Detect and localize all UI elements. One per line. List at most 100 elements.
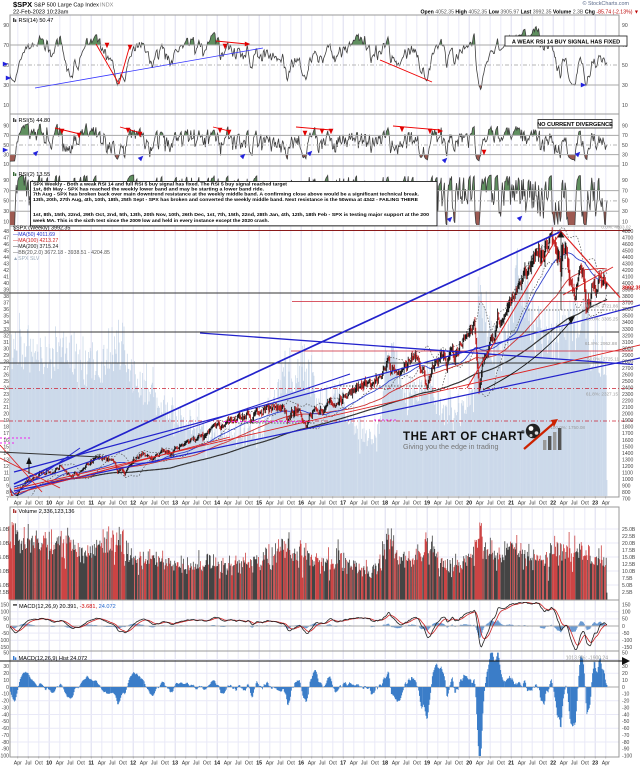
svg-text:22: 22 (550, 761, 556, 767)
svg-text:-20: -20 (622, 699, 630, 705)
svg-text:50.0%: 2725.11: 50.0%: 2725.11 (587, 357, 619, 362)
svg-text:23: 23 (3, 392, 9, 398)
svg-text:Jul: Jul (361, 761, 368, 767)
svg-text:18: 18 (382, 761, 388, 767)
svg-text:NO CURRENT DIVERGENCE: NO CURRENT DIVERGENCE (537, 122, 613, 128)
svg-text:Jul: Jul (25, 761, 32, 767)
svg-text:Apr: Apr (350, 761, 358, 767)
svg-text:Oct: Oct (35, 761, 44, 767)
svg-text:3400: 3400 (622, 320, 633, 326)
svg-text:1900: 1900 (622, 418, 633, 424)
svg-text:1st, 8th, 15th, 22nd, 29th Oct: 1st, 8th, 15th, 22nd, 29th Oct, 2nd, 5th… (33, 212, 430, 217)
svg-text:Jul: Jul (445, 501, 452, 507)
svg-text:34: 34 (3, 320, 9, 326)
svg-text:5.0B: 5.0B (0, 583, 10, 589)
svg-text:$SPX (Weekly) 3992.35: $SPX (Weekly) 3992.35 (13, 226, 70, 232)
svg-text:19: 19 (424, 761, 430, 767)
svg-text:Apr: Apr (140, 761, 148, 767)
svg-text:20: 20 (622, 671, 628, 677)
svg-text:Jul: Jul (361, 501, 368, 507)
svg-text:25: 25 (3, 379, 9, 385)
svg-text:-10: -10 (2, 692, 10, 698)
svg-text:Jul: Jul (571, 761, 578, 767)
svg-text:20: 20 (466, 761, 472, 767)
svg-text:-30: -30 (2, 705, 10, 711)
svg-text:4800: 4800 (622, 229, 633, 235)
svg-text:Jul: Jul (109, 761, 116, 767)
svg-text:Apr: Apr (392, 501, 400, 507)
svg-text:3800: 3800 (622, 294, 633, 300)
svg-text:2500: 2500 (622, 379, 633, 385)
svg-text:2300: 2300 (622, 392, 633, 398)
svg-text:-100: -100 (0, 754, 9, 760)
svg-text:28: 28 (3, 359, 9, 365)
svg-text:33: 33 (3, 327, 9, 333)
svg-text:-100: -100 (622, 754, 632, 760)
svg-text:3600: 3600 (622, 307, 633, 313)
svg-text:21: 21 (508, 761, 514, 767)
svg-text:3100: 3100 (622, 340, 633, 346)
svg-text:Jul: Jul (487, 501, 494, 507)
svg-text:7.5B: 7.5B (622, 576, 633, 582)
svg-text:70: 70 (3, 133, 9, 139)
svg-text:23: 23 (592, 501, 598, 507)
svg-text:Jul: Jul (319, 501, 326, 507)
svg-text:1700: 1700 (622, 431, 633, 437)
svg-text:-40: -40 (622, 712, 630, 718)
svg-text:1100: 1100 (622, 470, 633, 476)
svg-text:Apr: Apr (308, 761, 316, 767)
svg-text:Apr: Apr (308, 501, 316, 507)
svg-text:Jul: Jul (529, 501, 536, 507)
svg-text:22.5B: 22.5B (622, 534, 636, 540)
svg-text:10: 10 (46, 761, 52, 767)
svg-text:Oct: Oct (497, 501, 506, 507)
svg-text:Apr: Apr (518, 501, 526, 507)
svg-text:22: 22 (550, 501, 556, 507)
svg-text:15: 15 (256, 501, 262, 507)
svg-text:4600: 4600 (622, 242, 633, 248)
svg-text:10: 10 (3, 678, 9, 684)
svg-text:Oct: Oct (245, 501, 254, 507)
svg-text:30: 30 (622, 152, 628, 158)
svg-text:70: 70 (3, 43, 9, 49)
svg-text:1000: 1000 (622, 477, 633, 483)
svg-text:Oct: Oct (119, 501, 128, 507)
svg-text:3700: 3700 (622, 301, 633, 307)
svg-text:42: 42 (3, 268, 9, 274)
svg-text:25.0B: 25.0B (0, 527, 10, 533)
svg-text:2600: 2600 (622, 373, 633, 379)
svg-text:Open 4052.35 High 4052.35 Low: Open 4052.35 High 4052.35 Low 3905.97 La… (421, 10, 639, 16)
svg-text:4300: 4300 (622, 261, 633, 267)
svg-text:26: 26 (3, 373, 9, 379)
svg-text:2700: 2700 (622, 366, 633, 372)
svg-text:RSI(14) 50.47: RSI(14) 50.47 (19, 18, 54, 24)
svg-text:61.8%: 2952.88: 61.8%: 2952.88 (585, 341, 618, 346)
svg-text:—MA(100) 4213.27: —MA(100) 4213.27 (13, 238, 58, 244)
svg-text:13: 13 (172, 501, 178, 507)
svg-text:43: 43 (3, 261, 9, 267)
svg-text:36: 36 (3, 307, 9, 313)
svg-text:0: 0 (622, 685, 625, 691)
svg-text:38: 38 (3, 294, 9, 300)
svg-text:Jul: Jul (67, 501, 74, 507)
svg-text:Oct: Oct (245, 761, 254, 767)
svg-text:Apr: Apr (98, 501, 106, 507)
svg-text:1800: 1800 (622, 425, 633, 431)
svg-text:Jul: Jul (109, 501, 116, 507)
svg-text:1300: 1300 (622, 457, 633, 463)
svg-text:16: 16 (3, 438, 9, 444)
svg-text:-70: -70 (622, 733, 630, 739)
svg-text:21: 21 (3, 405, 9, 411)
svg-text:50: 50 (622, 617, 628, 623)
svg-text:-60: -60 (2, 726, 10, 732)
svg-text:Jul: Jul (529, 761, 536, 767)
svg-text:2.5B: 2.5B (0, 590, 10, 596)
svg-text:0: 0 (622, 624, 625, 630)
svg-text:2900: 2900 (622, 353, 633, 359)
svg-text:50: 50 (3, 199, 9, 205)
svg-text:40: 40 (3, 281, 9, 287)
svg-text:17: 17 (3, 431, 9, 437)
svg-text:Apr: Apr (476, 761, 484, 767)
svg-text:-80: -80 (2, 740, 10, 746)
svg-text:90: 90 (3, 124, 9, 130)
